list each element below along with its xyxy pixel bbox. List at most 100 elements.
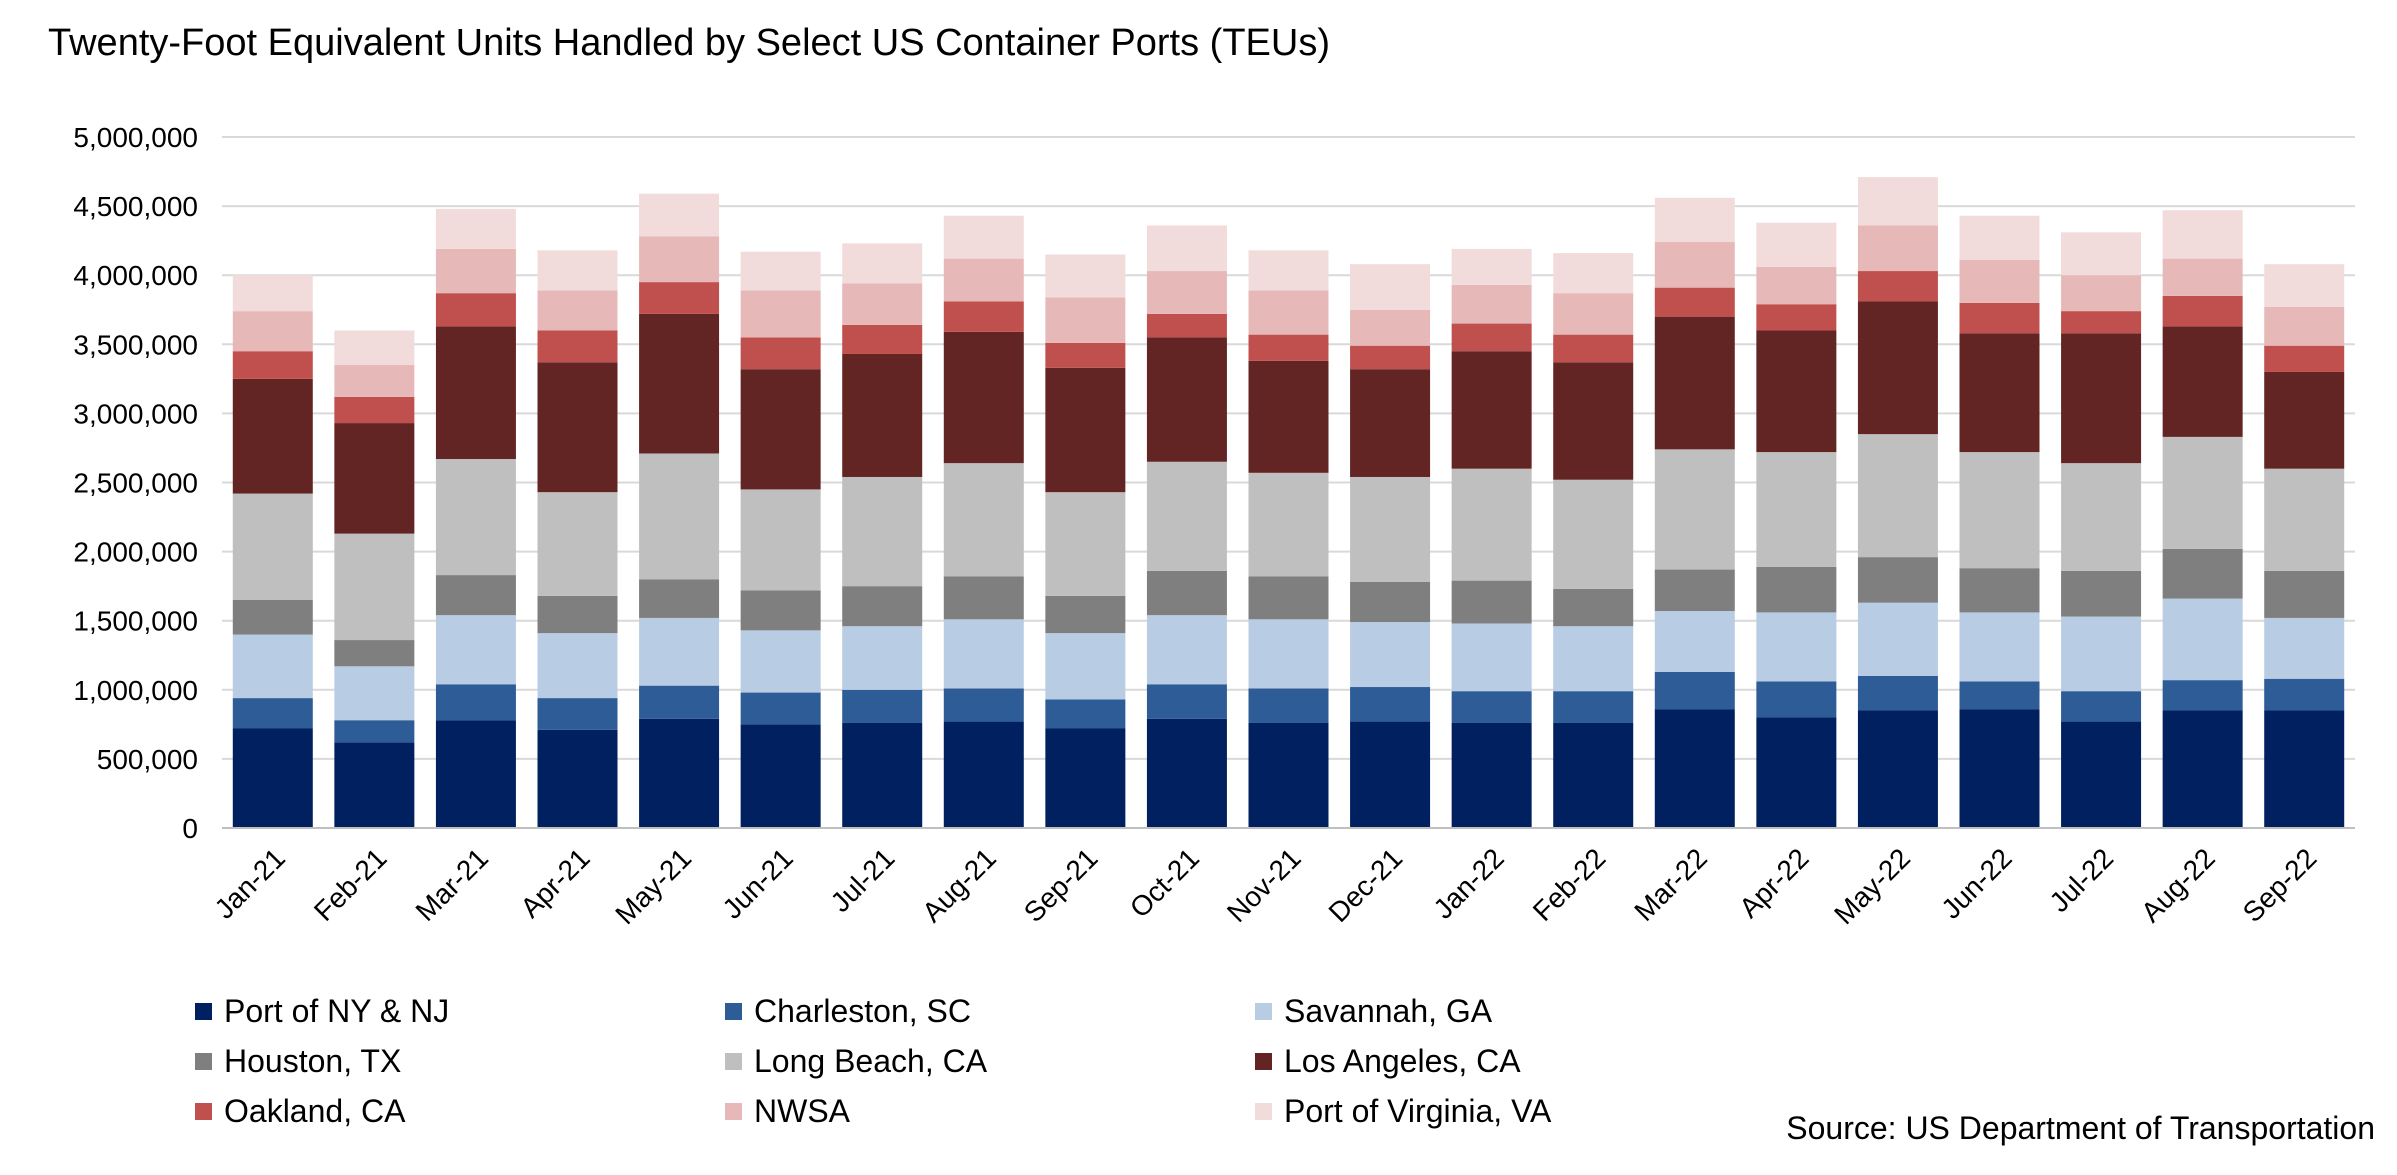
bar-segment bbox=[1959, 452, 2040, 569]
legend-item: Port of Virginia, VA bbox=[1255, 1093, 1551, 1130]
bar-segment bbox=[2264, 306, 2345, 346]
bar-segment bbox=[1146, 570, 1227, 616]
bar-segment bbox=[1756, 222, 1837, 267]
x-tick-label: Feb-22 bbox=[1527, 842, 1612, 927]
bar-segment bbox=[537, 330, 618, 363]
bar-segment bbox=[2061, 311, 2142, 334]
bar-segment bbox=[1756, 717, 1837, 828]
bar-segment bbox=[1654, 709, 1735, 828]
bar-segment bbox=[1146, 225, 1227, 272]
legend-item: Long Beach, CA bbox=[725, 1043, 987, 1080]
y-tick-label: 1,000,000 bbox=[73, 675, 198, 706]
x-tick-label: Jun-22 bbox=[1935, 842, 2017, 924]
bar-segment bbox=[1248, 250, 1329, 291]
bar-segment bbox=[740, 590, 821, 631]
bar-segment bbox=[1857, 710, 1938, 828]
bar-segment bbox=[1451, 284, 1532, 324]
bar-segment bbox=[1248, 472, 1329, 577]
bar-segment bbox=[334, 742, 415, 828]
bar-segment bbox=[1959, 215, 2040, 260]
legend-item: Savannah, GA bbox=[1255, 993, 1492, 1030]
y-tick-label: 1,500,000 bbox=[73, 606, 198, 637]
bar-segment bbox=[232, 351, 313, 379]
bar-segment bbox=[2162, 598, 2243, 681]
bar-segment bbox=[537, 729, 618, 828]
legend-label: Houston, TX bbox=[224, 1043, 402, 1079]
x-tick-label: Apr-22 bbox=[1733, 842, 1814, 923]
x-tick-label: May-22 bbox=[1828, 842, 1916, 930]
bar-segment bbox=[842, 283, 923, 325]
bar-segment bbox=[1045, 297, 1126, 343]
y-tick-label: 4,500,000 bbox=[73, 191, 198, 222]
bar-segment bbox=[2264, 345, 2345, 372]
bar-segment bbox=[2061, 691, 2142, 722]
x-tick-label: Mar-21 bbox=[410, 842, 495, 927]
bar-segment bbox=[1146, 684, 1227, 719]
bar-segment bbox=[1654, 287, 1735, 317]
bar-segment bbox=[1857, 225, 1938, 272]
x-tick-label: Dec-21 bbox=[1323, 842, 1409, 928]
bar-segment bbox=[1959, 568, 2040, 613]
bar-segment bbox=[943, 721, 1024, 828]
bar-segment bbox=[1654, 316, 1735, 450]
bar-segment bbox=[1857, 434, 1938, 558]
bar-segment bbox=[1756, 304, 1837, 331]
bar-segment bbox=[1248, 688, 1329, 723]
bar-segment bbox=[1959, 709, 2040, 828]
bar-segment bbox=[435, 720, 516, 828]
bar-segment bbox=[842, 324, 923, 354]
bar-segment bbox=[1654, 611, 1735, 672]
bar-segment bbox=[334, 640, 415, 667]
bar-segment bbox=[2264, 264, 2345, 307]
y-tick-label: 2,000,000 bbox=[73, 537, 198, 568]
bar-segment bbox=[1756, 612, 1837, 682]
bar-segment bbox=[435, 615, 516, 685]
bar-segment bbox=[740, 369, 821, 490]
bar-segment bbox=[842, 626, 923, 690]
bar-segment bbox=[2162, 326, 2243, 437]
bar-segment bbox=[1248, 360, 1329, 473]
bar-segment bbox=[334, 720, 415, 743]
bar-segment bbox=[2162, 210, 2243, 259]
bar-segment bbox=[2264, 617, 2345, 679]
bar-segment bbox=[537, 290, 618, 331]
bar-segment bbox=[1553, 626, 1634, 692]
bar-segment bbox=[1451, 351, 1532, 469]
bar-segment bbox=[232, 728, 313, 828]
legend-item: Oakland, CA bbox=[195, 1093, 405, 1130]
bar-segment bbox=[740, 692, 821, 725]
bar-segment bbox=[435, 248, 516, 294]
bar-segment bbox=[1857, 557, 1938, 603]
bar-segment bbox=[1756, 681, 1837, 718]
bar-segment bbox=[1553, 362, 1634, 480]
bar-segment bbox=[1857, 177, 1938, 226]
bar-segment bbox=[2061, 721, 2142, 828]
bar-segment bbox=[1756, 330, 1837, 453]
bar-segment bbox=[1553, 588, 1634, 627]
bar-segment bbox=[334, 533, 415, 641]
bar-segment bbox=[2162, 258, 2243, 296]
legend-label: NWSA bbox=[754, 1093, 850, 1129]
bar-segment bbox=[1350, 476, 1431, 583]
bar-segment bbox=[1146, 615, 1227, 685]
legend-swatch bbox=[195, 1003, 212, 1020]
bar-segment bbox=[1857, 271, 1938, 302]
bar-segment bbox=[1959, 302, 2040, 334]
chart-title: Twenty-Foot Equivalent Units Handled by … bbox=[48, 22, 1330, 64]
legend-swatch bbox=[725, 1103, 742, 1120]
bar-segment bbox=[1553, 253, 1634, 294]
bar-segment bbox=[1756, 452, 1837, 567]
bar-segment bbox=[1857, 675, 1938, 711]
legend-item: Houston, TX bbox=[195, 1043, 401, 1080]
bar-segment bbox=[639, 193, 720, 237]
legend-item: NWSA bbox=[725, 1093, 850, 1130]
bar-segment bbox=[1248, 290, 1329, 335]
bar-segment bbox=[334, 330, 415, 366]
legend-swatch bbox=[1255, 1103, 1272, 1120]
y-tick-label: 3,000,000 bbox=[73, 398, 198, 429]
bar-segment bbox=[1553, 722, 1634, 828]
x-tick-label: May-21 bbox=[609, 842, 697, 930]
bar-segment bbox=[639, 453, 720, 580]
bar-segment bbox=[232, 698, 313, 729]
